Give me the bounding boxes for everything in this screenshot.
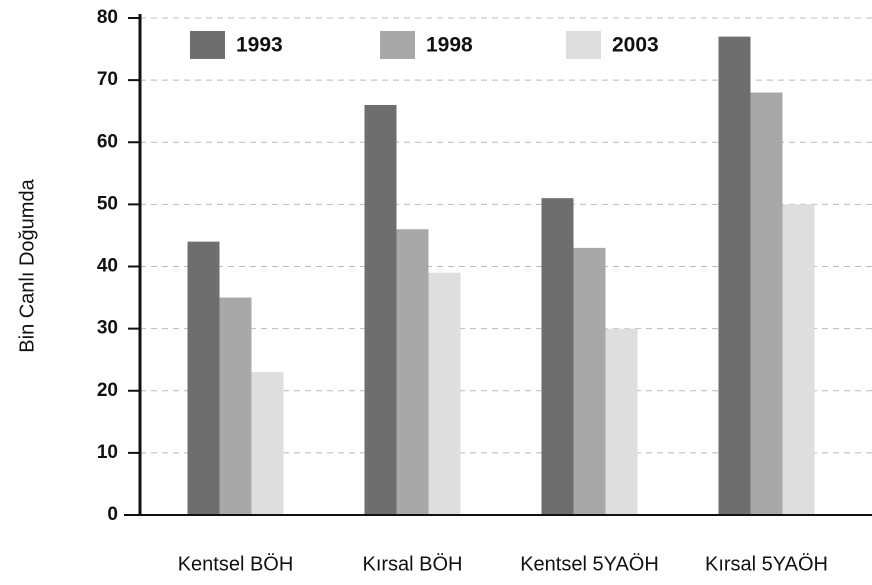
- bar: [573, 247, 606, 516]
- bar: [605, 328, 638, 515]
- y-tick-label: 30: [97, 318, 118, 339]
- y-tick-label: 10: [97, 442, 118, 463]
- bar: [219, 297, 252, 515]
- bar: [782, 204, 815, 515]
- legend-label: 1993: [236, 34, 283, 57]
- legend-swatch: [566, 31, 601, 59]
- y-tick-label: 80: [97, 7, 118, 28]
- y-tick-label: 20: [97, 380, 118, 401]
- legend-swatch: [190, 31, 225, 59]
- y-tick-label: 60: [97, 131, 118, 152]
- x-tick-label: Kırsal 5YAÖH: [705, 553, 828, 575]
- bar: [428, 272, 461, 515]
- bar: [251, 372, 284, 515]
- bar: [187, 241, 220, 515]
- y-tick-label: 70: [97, 69, 118, 90]
- y-tick-label: 40: [97, 256, 118, 277]
- y-axis-label: Bin Canlı Doğumda: [16, 178, 38, 352]
- legend-label: 1998: [426, 34, 473, 57]
- bar: [396, 229, 429, 515]
- x-tick-label: Kırsal BÖH: [362, 553, 462, 575]
- bar: [541, 198, 574, 515]
- legend-swatch: [380, 31, 415, 59]
- bar: [718, 36, 751, 515]
- legend-label: 2003: [612, 34, 659, 57]
- x-tick-label: Kentsel BÖH: [178, 553, 294, 575]
- y-tick-label: 50: [97, 193, 118, 214]
- x-tick-label: Kentsel 5YAÖH: [520, 553, 659, 575]
- y-tick-label: 0: [107, 504, 118, 525]
- bar: [750, 92, 783, 516]
- bar: [364, 104, 397, 515]
